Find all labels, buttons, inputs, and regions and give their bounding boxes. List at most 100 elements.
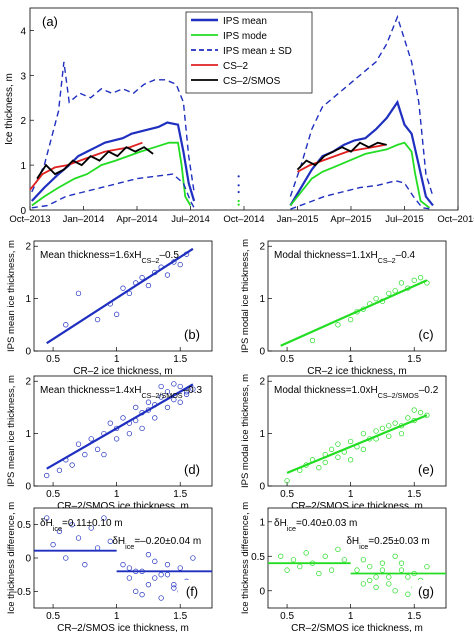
data-point [398, 430, 405, 437]
series-line [31, 141, 192, 207]
data-point [386, 581, 392, 587]
data-point [75, 535, 82, 541]
data-point [278, 553, 284, 559]
x-tick-label: Jan–2015 [277, 214, 319, 225]
y-tick-label: 1 [259, 517, 265, 528]
y-axis-label: Ice thickness, m [4, 73, 15, 145]
panel-label-bg [178, 323, 206, 345]
panel-label-bg [412, 458, 440, 480]
x-tick-label: Jan–2014 [63, 214, 105, 225]
data-point [297, 563, 303, 570]
series-line [290, 180, 434, 210]
data-point [392, 553, 398, 559]
data-point [88, 525, 94, 531]
data-point [405, 415, 411, 421]
difference-left-label: δHice=0.11±0.10 m [40, 518, 123, 533]
x-tick-label: 1 [348, 489, 354, 500]
data-point [44, 515, 50, 521]
y-tick-label: 2 [259, 377, 265, 388]
x-tick-label: 1.5 [173, 489, 187, 500]
x-tick-label: Jul–2015 [385, 214, 424, 225]
x-tick-label: 1 [114, 354, 120, 365]
panel-label: (a) [42, 14, 58, 29]
data-point [158, 394, 164, 400]
data-point [183, 391, 190, 397]
data-point [126, 575, 133, 581]
data-point [164, 562, 171, 568]
data-point [164, 389, 171, 395]
panel-label: (b) [184, 327, 200, 342]
data-point [133, 588, 139, 594]
x-tick-label: 0.5 [280, 489, 294, 500]
data-point [145, 399, 152, 405]
data-point [347, 316, 354, 323]
x-axis-label: CR–2/SMOS ice thickness, m [57, 623, 189, 632]
data-point [190, 555, 196, 561]
x-tick-label: 0.5 [280, 611, 294, 622]
data-point [322, 459, 328, 466]
y-tick-label: 0.5 [17, 520, 31, 531]
y-axis-label: IPS modal ice thickness, m [240, 374, 251, 488]
data-point [237, 203, 240, 206]
data-point [335, 454, 341, 460]
y-tick-label: 2 [20, 116, 26, 127]
data-point [316, 570, 322, 577]
x-tick-label: Apr–2014 [116, 214, 157, 225]
data-point [113, 311, 120, 317]
panel-label-bg [412, 580, 440, 602]
data-point [411, 407, 417, 413]
y-tick-label: 4 [20, 26, 26, 37]
x-axis-label: CR–2/SMOS ice thickness, m [57, 501, 189, 512]
panel-label: (f) [186, 584, 198, 599]
data-point [158, 595, 164, 601]
fit-line [46, 247, 194, 345]
data-point [107, 538, 113, 544]
legend-entry: IPS mode [223, 31, 267, 42]
data-point [177, 261, 183, 268]
data-point [126, 565, 133, 571]
data-point [88, 436, 94, 442]
data-point [237, 175, 240, 178]
panel-label: (g) [418, 584, 434, 599]
fit-line [46, 383, 194, 470]
data-point [69, 522, 75, 528]
x-tick-label: Oct–2013 [9, 214, 50, 225]
data-point [164, 404, 171, 411]
data-point [56, 528, 63, 534]
data-point [284, 478, 290, 484]
y-tick-label: 0 [20, 206, 26, 217]
data-point [316, 465, 322, 471]
fit-line [280, 279, 428, 347]
data-point [360, 446, 367, 452]
data-point [303, 550, 309, 556]
x-tick-label: 1 [114, 489, 120, 500]
panel-label-bg [412, 323, 440, 345]
series-line [289, 14, 434, 197]
data-point [158, 572, 164, 578]
data-point [392, 288, 398, 294]
data-point [145, 552, 152, 558]
data-point [373, 295, 379, 302]
data-point [386, 433, 392, 439]
data-point [386, 423, 392, 429]
data-point [335, 322, 341, 328]
panel-label: (c) [418, 327, 433, 342]
y-tick-label: 0 [259, 586, 265, 597]
x-tick-label: 0.5 [280, 354, 294, 365]
data-point [145, 407, 152, 413]
y-tick-label: 2 [259, 242, 265, 253]
data-point [424, 563, 430, 570]
legend-entry: IPS mean [223, 16, 267, 27]
data-point [417, 275, 424, 281]
data-point [379, 567, 386, 573]
data-point [341, 557, 347, 563]
panel-e: 0.5 1 1.5 0 1 2 CR–2/SMOS ice thickness, m IPS … [240, 374, 447, 512]
data-point [392, 420, 398, 426]
data-point [152, 415, 158, 421]
data-point [398, 560, 405, 566]
series-line [29, 141, 143, 191]
series-line [296, 141, 387, 171]
data-point [56, 467, 63, 473]
